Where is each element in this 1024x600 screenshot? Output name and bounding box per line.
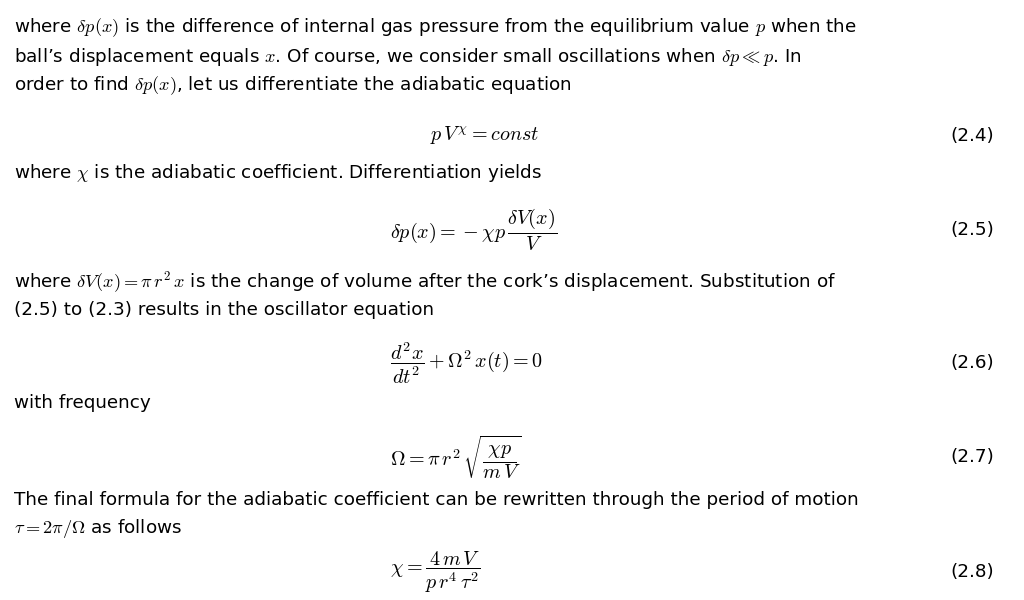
Text: The final formula for the adiabatic coefficient can be rewritten through the per: The final formula for the adiabatic coef… — [14, 491, 859, 509]
Text: (2.5) to (2.3) results in the oscillator equation: (2.5) to (2.3) results in the oscillator… — [14, 301, 434, 319]
Text: $\tau = 2\pi/\Omega$ as follows: $\tau = 2\pi/\Omega$ as follows — [14, 517, 182, 539]
Text: ball’s displacement equals $x$. Of course, we consider small oscillations when $: ball’s displacement equals $x$. Of cours… — [14, 46, 802, 68]
Text: with frequency: with frequency — [14, 394, 151, 412]
Text: where $\delta p(x)$ is the difference of internal gas pressure from the equilibr: where $\delta p(x)$ is the difference of… — [14, 17, 857, 40]
Text: $\delta p(x) = -\chi p\,\dfrac{\delta V(x)}{V}$: $\delta p(x) = -\chi p\,\dfrac{\delta V(… — [390, 207, 557, 253]
Text: (2.5): (2.5) — [950, 221, 994, 239]
Text: $\dfrac{d^2x}{dt^2} + \Omega^2\, x(t) = 0$: $\dfrac{d^2x}{dt^2} + \Omega^2\, x(t) = … — [390, 340, 543, 386]
Text: (2.7): (2.7) — [950, 448, 994, 466]
Text: order to find $\delta p(x)$, let us differentiate the adiabatic equation: order to find $\delta p(x)$, let us diff… — [14, 74, 571, 97]
Text: $p\,V^{\chi} = const$: $p\,V^{\chi} = const$ — [430, 125, 540, 147]
Text: (2.4): (2.4) — [950, 127, 993, 145]
Text: (2.8): (2.8) — [950, 563, 993, 581]
Text: $\chi = \dfrac{4\, m\, V}{p\, r^4\, \tau^2}$: $\chi = \dfrac{4\, m\, V}{p\, r^4\, \tau… — [390, 549, 480, 595]
Text: where $\delta V(x) = \pi\, r^2\, x$ is the change of volume after the cork’s dis: where $\delta V(x) = \pi\, r^2\, x$ is t… — [14, 269, 836, 295]
Text: $\Omega = \pi\, r^2\, \sqrt{\dfrac{\chi p}{m\,V}}$: $\Omega = \pi\, r^2\, \sqrt{\dfrac{\chi … — [390, 433, 522, 481]
Text: where $\chi$ is the adiabatic coefficient. Differentiation yields: where $\chi$ is the adiabatic coefficien… — [14, 162, 542, 184]
Text: (2.6): (2.6) — [950, 354, 993, 372]
